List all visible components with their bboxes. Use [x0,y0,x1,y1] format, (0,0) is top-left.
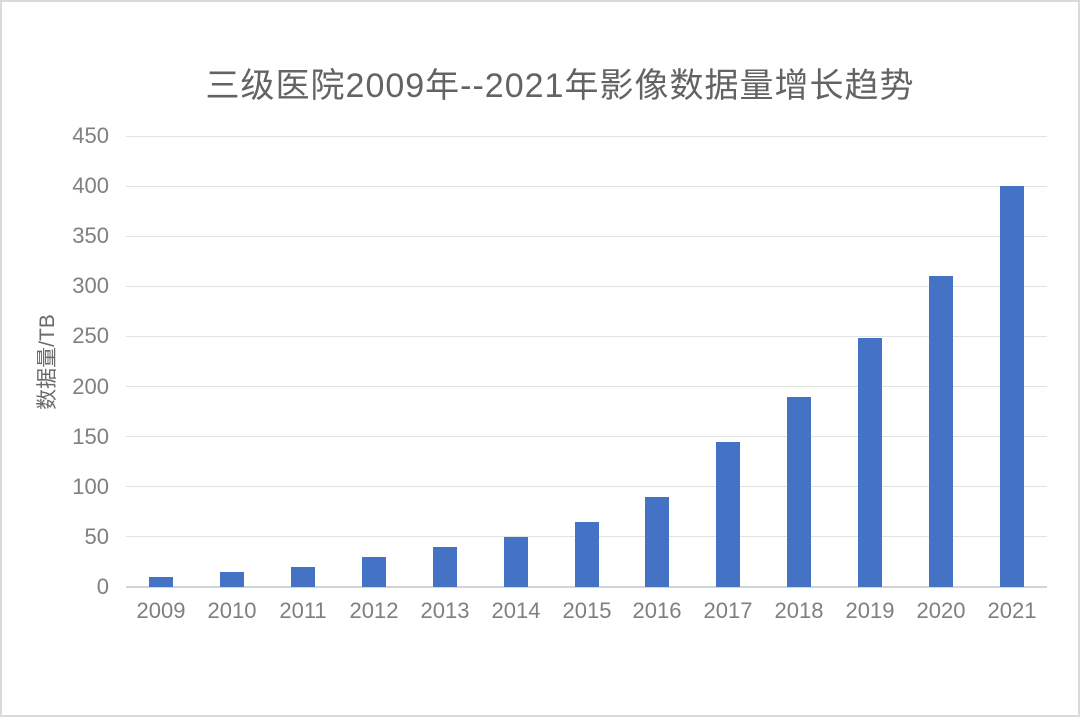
gridline [126,436,1047,438]
y-tick-label: 200 [72,373,109,399]
x-tick-label: 2009 [136,598,186,623]
y-tick-label: 50 [84,523,109,549]
bar-2012 [362,557,386,587]
bar-2013 [433,547,457,587]
y-tick-label: 350 [72,223,109,249]
bar-2015 [575,522,599,587]
gridline [126,386,1047,388]
y-tick-label: 450 [72,123,109,148]
x-tick-label: 2016 [632,598,682,623]
y-tick-label: 100 [72,473,109,499]
bar-2009 [149,577,173,587]
x-axis-line [126,586,1047,588]
bar-2020 [929,276,953,587]
x-tick-label: 2019 [845,598,895,623]
bar-2018 [787,397,811,587]
x-tick-label: 2013 [420,598,470,623]
bar-2021 [1000,186,1024,587]
gridline [126,486,1047,488]
gridline [126,335,1047,337]
x-tick-label: 2011 [279,598,327,623]
bar-2010 [220,572,244,587]
x-tick-label: 2020 [916,598,966,623]
gridline [126,185,1047,187]
bar-2014 [504,537,528,587]
x-tick-label: 2015 [562,598,612,623]
y-tick-label: 0 [96,574,109,599]
x-tick-label: 2012 [349,598,399,623]
x-tick-label: 2017 [703,598,753,623]
bar-2011 [291,567,315,587]
x-tick-label: 2018 [774,598,824,623]
bar-2016 [645,497,669,587]
y-tick-label: 150 [72,423,109,449]
x-tick-label: 2014 [491,598,541,623]
y-tick-label: 300 [72,273,109,299]
y-tick-label: 400 [72,173,109,199]
y-tick-label: 250 [72,323,109,349]
gridline [126,285,1047,287]
gridline [126,135,1047,137]
bar-2019 [858,338,882,587]
x-tick-label: 2021 [987,598,1037,623]
bar-2017 [716,442,740,587]
gridline [126,235,1047,237]
chart-title: 三级医院2009年--2021年影像数据量增长趋势 [205,67,915,105]
x-tick-label: 2010 [207,598,257,623]
